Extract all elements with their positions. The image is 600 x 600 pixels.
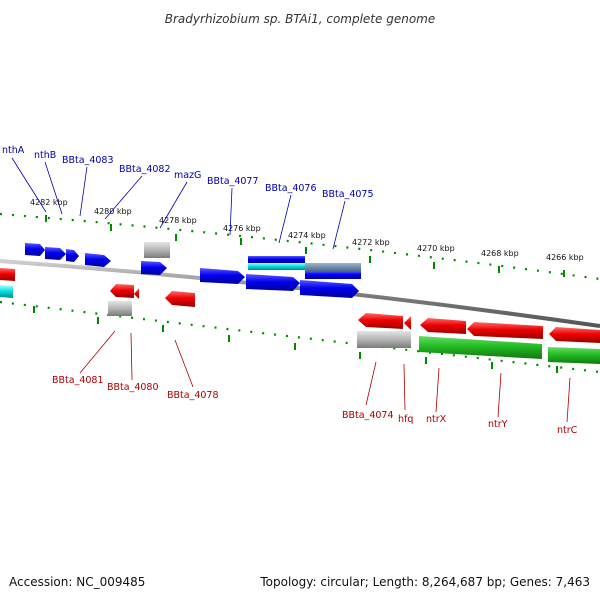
major-ticks-top xyxy=(45,215,565,277)
gene-feature-highlight[interactable] xyxy=(248,256,305,263)
gene-feature[interactable] xyxy=(110,284,134,298)
gene-feature[interactable] xyxy=(246,274,300,291)
label-connectors-bottom xyxy=(79,330,571,423)
scale-label: 4282 kbp xyxy=(30,198,68,207)
accession-text: Accession: NC_009485 xyxy=(9,575,145,589)
scale-label: 4270 kbp xyxy=(417,244,455,253)
gene-feature[interactable] xyxy=(300,280,359,298)
scale-label: 4276 kbp xyxy=(223,224,261,233)
gene-label[interactable]: BBta_4075 xyxy=(322,189,374,200)
scale-label: 4272 kbp xyxy=(352,238,390,247)
gene-feature[interactable] xyxy=(200,268,245,284)
scale-label: 4278 kbp xyxy=(159,216,197,225)
major-ticks-bottom xyxy=(33,306,558,373)
gene-label[interactable]: BBta_4074 xyxy=(342,410,394,421)
scale-track-top xyxy=(0,212,600,281)
forward-genes xyxy=(25,242,361,298)
gene-feature[interactable] xyxy=(0,285,13,298)
gene-label[interactable]: BBta_4080 xyxy=(107,382,159,393)
gene-feature[interactable] xyxy=(549,327,600,343)
gene-label[interactable]: BBta_4083 xyxy=(62,155,114,166)
gene-feature-rna[interactable] xyxy=(108,301,132,316)
map-title: Bradyrhizobium sp. BTAi1, complete genom… xyxy=(165,12,435,26)
scale-label: 4274 kbp xyxy=(288,231,326,240)
scale-label: 4280 kbp xyxy=(94,207,132,216)
gene-feature[interactable] xyxy=(358,313,403,329)
gene-label[interactable]: BBta_4082 xyxy=(119,164,171,175)
gene-feature[interactable] xyxy=(420,318,466,334)
scale-track-bottom xyxy=(0,300,600,374)
gene-label[interactable]: BBta_4076 xyxy=(265,183,317,194)
gene-feature[interactable] xyxy=(141,261,167,275)
gene-label[interactable]: ntrX xyxy=(426,414,447,425)
gene-feature-rna[interactable] xyxy=(357,331,411,348)
gene-feature[interactable] xyxy=(25,243,45,256)
gene-feature[interactable] xyxy=(419,336,542,359)
gene-label[interactable]: BBta_4078 xyxy=(167,390,219,401)
scale-labels: 4282 kbp 4280 kbp 4278 kbp 4276 kbp 4274… xyxy=(30,198,584,262)
gene-feature-rna[interactable] xyxy=(144,242,170,258)
gene-feature-highlight[interactable] xyxy=(248,263,305,270)
label-connectors-top xyxy=(11,157,346,250)
gene-label[interactable]: mazG xyxy=(174,170,201,181)
gene-label[interactable]: nthB xyxy=(34,150,56,161)
gene-feature[interactable] xyxy=(404,316,411,330)
gene-feature[interactable] xyxy=(134,288,139,299)
top-gene-labels: nthA nthB BBta_4083 BBta_4082 mazG BBta_… xyxy=(2,145,374,200)
gene-feature[interactable] xyxy=(66,249,79,262)
gene-feature[interactable] xyxy=(85,253,111,267)
gene-label[interactable]: nthA xyxy=(2,145,25,156)
gene-feature[interactable] xyxy=(165,291,195,307)
gene-feature[interactable] xyxy=(0,268,15,281)
scale-label: 4266 kbp xyxy=(546,253,584,262)
topology-text: Topology: circular; Length: 8,264,687 bp… xyxy=(259,575,590,589)
gene-feature[interactable] xyxy=(467,322,543,339)
gene-label[interactable]: ntrY xyxy=(488,419,508,430)
gene-feature[interactable] xyxy=(45,247,66,260)
gene-feature[interactable] xyxy=(548,347,600,364)
scale-label: 4268 kbp xyxy=(481,249,519,258)
gene-label[interactable]: hfq xyxy=(398,414,413,425)
gene-label[interactable]: ntrC xyxy=(557,425,578,436)
gene-label[interactable]: BBta_4081 xyxy=(52,375,104,386)
reverse-genes xyxy=(0,268,600,364)
gene-label[interactable]: BBta_4077 xyxy=(207,176,259,187)
bottom-gene-labels: BBta_4081 BBta_4080 BBta_4078 BBta_4074 … xyxy=(52,375,578,436)
gene-feature-highlight[interactable] xyxy=(305,263,361,271)
gene-feature-highlight[interactable] xyxy=(305,271,361,279)
